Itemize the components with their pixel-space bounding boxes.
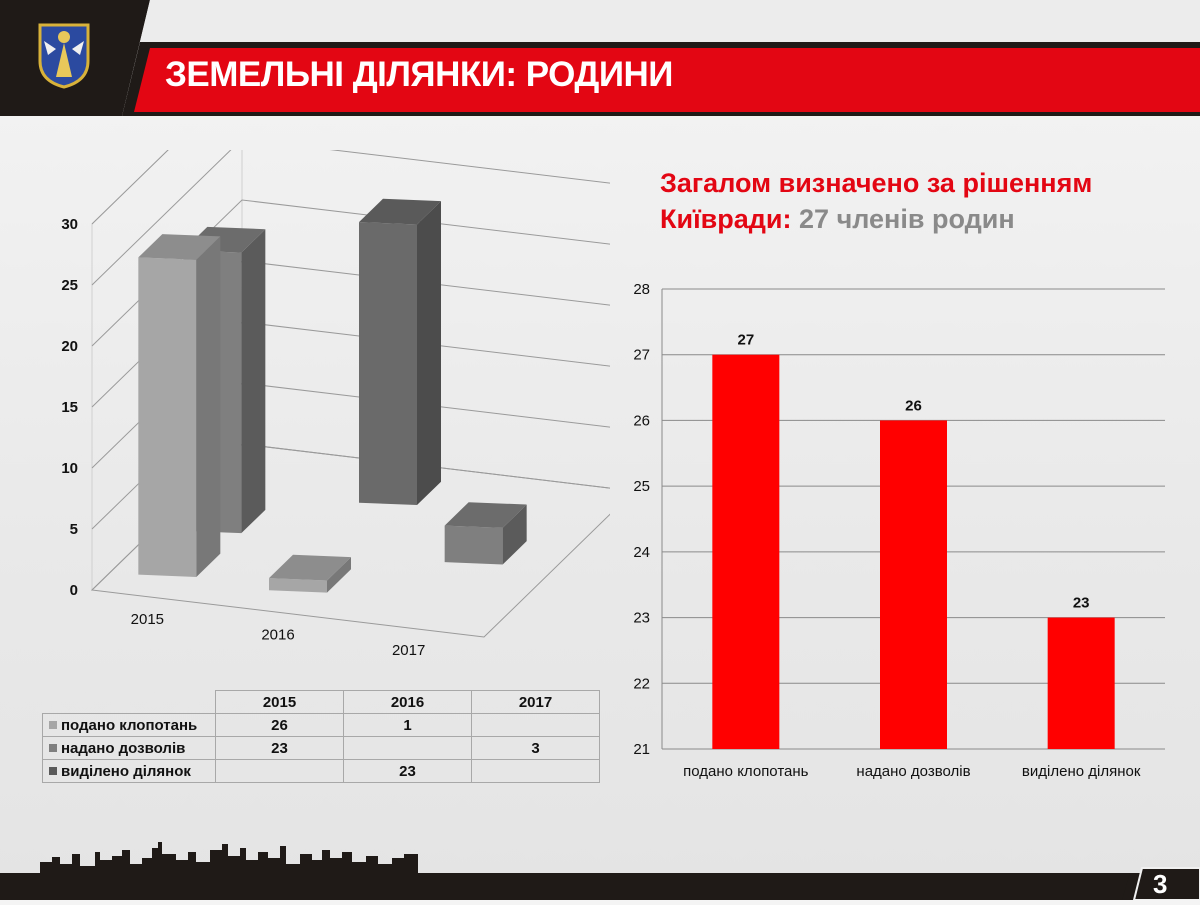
bar-3d [359, 198, 441, 506]
y-tick-label: 25 [61, 277, 78, 294]
y-tick-label: 25 [633, 478, 650, 495]
summary-text: Загалом визначено за рішенням Київради: … [660, 165, 1092, 237]
bar-top-face [359, 198, 441, 225]
table-row: подано клопотань 26 1 [42, 713, 600, 737]
x-tick-label: надано дозволів [856, 763, 970, 780]
summary-line-2: Київради: 27 членів родин [660, 201, 1092, 237]
table-cell: 23 [215, 736, 344, 760]
data-label: 27 [737, 332, 754, 349]
table-cell: 3 [471, 736, 600, 760]
table-cell [471, 713, 600, 737]
bar-front-face [269, 578, 327, 593]
summary-line-2-red: Київради: [660, 204, 792, 234]
table-row-label: виділено ділянок [42, 759, 216, 783]
x-tick-label: 2015 [131, 611, 164, 628]
table-cell: 26 [215, 713, 344, 737]
summary-total-value: 27 членів родин [799, 204, 1015, 234]
chart-3d-bars: 0 5 10 15 20 25 30 2015 2016 2017 [61, 150, 610, 659]
y-tick-label: 10 [61, 460, 78, 477]
bar-front-face [359, 222, 417, 506]
slide-title: ЗЕМЕЛЬНІ ДІЛЯНКИ: РОДИНИ [165, 55, 673, 94]
kyiv-coat-of-arms-logo [36, 21, 92, 89]
bar-side-face [417, 201, 441, 506]
data-label: 26 [905, 397, 922, 414]
y-tick-label: 24 [633, 544, 650, 561]
table-row: виділено ділянок 23 [42, 759, 600, 783]
bar-side-face [502, 504, 527, 565]
chart-gridline [91, 150, 169, 225]
bar-top-face [269, 554, 351, 581]
chart-2d-bars: 21 22 23 24 25 26 27 28 27 подано клопотань 26 нада… [633, 281, 1165, 780]
y-tick-label: 0 [70, 582, 78, 599]
table-corner-cell [43, 691, 216, 714]
table-row-label: надано дозволів [42, 736, 216, 760]
bar-3d [138, 234, 221, 577]
series-name: подано клопотань [61, 716, 198, 734]
chart-data-table: 2015 2016 2017 подано клопотань 26 1 над… [42, 690, 600, 783]
table-row: надано дозволів 23 3 [42, 736, 600, 760]
bar-side-face [327, 557, 351, 593]
x-tick-label: 2017 [392, 642, 425, 659]
bar-top-face [444, 502, 527, 528]
bar [1047, 617, 1115, 749]
bar-side-face [196, 236, 221, 577]
y-tick-label: 26 [633, 412, 650, 429]
bar [712, 354, 780, 749]
table-header-cell: 2017 [471, 690, 600, 714]
chart-gridline [91, 150, 610, 286]
y-tick-label: 23 [633, 610, 650, 627]
header-bar: ЗЕМЕЛЬНІ ДІЛЯНКИ: РОДИНИ [0, 0, 1200, 116]
table-cell: 1 [343, 713, 472, 737]
bar-3d [444, 502, 527, 565]
x-tick-label: виділено ділянок [1022, 763, 1141, 780]
y-tick-label: 30 [61, 216, 78, 233]
bar-top-face [138, 234, 221, 260]
bar-side-face [241, 229, 266, 534]
legend-swatch [49, 743, 57, 752]
bar-front-face [444, 525, 503, 565]
table-cell [471, 759, 600, 783]
data-label: 23 [1073, 595, 1090, 612]
legend-swatch [49, 720, 57, 729]
table-cell: 23 [343, 759, 472, 783]
y-tick-label: 5 [70, 521, 78, 538]
city-skyline-footer [0, 842, 1200, 901]
table-cell [343, 736, 472, 760]
y-tick-label: 21 [633, 741, 650, 758]
page-number: 3 [1153, 869, 1168, 899]
table-row-label: подано клопотань [42, 713, 216, 737]
legend-swatch [49, 766, 57, 775]
table-header-cell: 2015 [215, 690, 344, 714]
table-cell [215, 759, 344, 783]
x-tick-label: 2016 [261, 627, 294, 644]
series-name: надано дозволів [61, 739, 186, 757]
bar-front-face [138, 257, 197, 577]
summary-line-1: Загалом визначено за рішенням [660, 168, 1093, 198]
x-tick-label: подано клопотань [683, 763, 808, 780]
y-tick-label: 28 [633, 281, 650, 298]
y-tick-label: 20 [61, 338, 78, 355]
bar [880, 420, 947, 749]
footer: 3 [0, 840, 1200, 901]
y-tick-label: 27 [633, 347, 650, 364]
y-tick-label: 15 [61, 399, 78, 416]
bar-3d [269, 554, 351, 593]
table-header-row: 2015 2016 2017 [43, 690, 600, 714]
series-name: виділено ділянок [61, 762, 191, 780]
table-header-cell: 2016 [343, 690, 472, 714]
y-tick-label: 22 [633, 675, 650, 692]
header-background [0, 0, 1200, 116]
